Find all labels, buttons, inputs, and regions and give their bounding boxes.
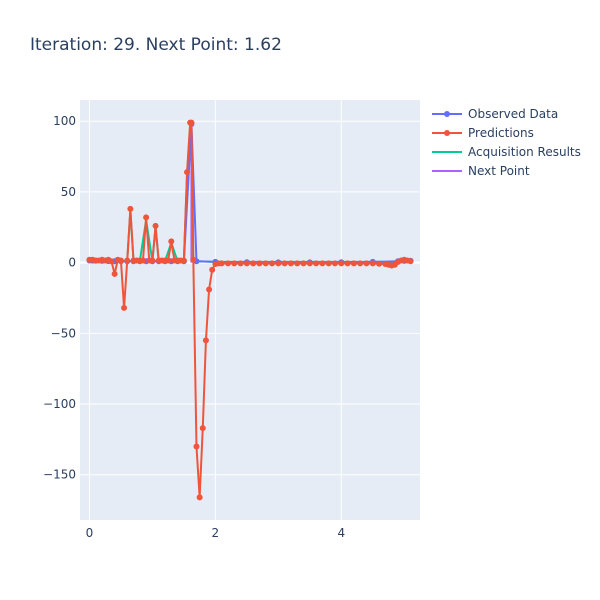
data-point-predictions — [218, 260, 225, 267]
data-point-predictions — [313, 260, 320, 267]
data-point-predictions — [376, 260, 383, 267]
legend-label: Acquisition Results — [468, 145, 581, 159]
data-point-predictions — [269, 260, 276, 267]
data-point-predictions — [143, 214, 150, 221]
data-point-predictions — [196, 494, 203, 501]
legend-swatch-marker — [444, 130, 450, 136]
data-point-predictions — [199, 425, 206, 432]
data-point-predictions — [224, 260, 231, 267]
y-tick-label: 100 — [53, 114, 76, 128]
data-point-predictions — [165, 257, 172, 264]
data-point-predictions — [237, 260, 244, 267]
plot-area — [80, 100, 420, 520]
data-point-predictions — [111, 270, 118, 277]
data-point-predictions — [357, 260, 364, 267]
data-point-predictions — [180, 257, 187, 264]
series-predictions — [86, 119, 414, 501]
data-point-predictions — [306, 260, 313, 267]
x-tick-label: 4 — [337, 526, 345, 540]
x-tick-label: 2 — [212, 526, 220, 540]
data-point-predictions — [127, 205, 134, 212]
data-point-predictions — [294, 260, 301, 267]
data-point-predictions — [139, 257, 146, 264]
data-point-predictions — [193, 443, 200, 450]
axis-ticks: 0 2 4 100 50 0 −50 −100 −150 — [43, 114, 345, 540]
legend-item-next-point[interactable]: Next Point — [432, 164, 530, 178]
legend-swatch-marker — [444, 111, 450, 117]
data-point-predictions — [275, 260, 282, 267]
data-point-predictions — [344, 260, 351, 267]
data-point-predictions — [325, 260, 332, 267]
data-point-predictions — [231, 260, 238, 267]
legend[interactable]: Observed Data Predictions Acquisition Resu… — [432, 107, 581, 178]
data-point-predictions — [124, 257, 131, 264]
data-point-predictions — [350, 260, 357, 267]
data-point-predictions — [149, 257, 156, 264]
y-tick-label: −50 — [51, 326, 76, 340]
data-point-predictions — [256, 260, 263, 267]
y-tick-label: 0 — [68, 256, 76, 270]
data-point-predictions — [108, 258, 115, 265]
legend-label: Next Point — [468, 164, 530, 178]
data-point-predictions — [338, 260, 345, 267]
data-point-predictions — [188, 119, 195, 126]
y-tick-label: −100 — [43, 397, 76, 411]
data-point-predictions — [206, 286, 213, 293]
legend-item-predictions[interactable]: Predictions — [432, 126, 534, 140]
y-tick-label: −150 — [43, 468, 76, 482]
data-point-predictions — [243, 260, 250, 267]
data-point-predictions — [168, 238, 175, 245]
data-point-predictions — [250, 260, 257, 267]
series-layer — [86, 119, 414, 501]
x-tick-label: 0 — [86, 526, 94, 540]
data-point-predictions — [117, 257, 124, 264]
legend-item-observed-data[interactable]: Observed Data — [432, 107, 558, 121]
legend-label: Observed Data — [468, 107, 558, 121]
chart-title: Iteration: 29. Next Point: 1.62 — [30, 35, 282, 55]
data-point-predictions — [407, 258, 414, 265]
legend-label: Predictions — [468, 126, 534, 140]
data-point-predictions — [202, 337, 209, 344]
data-point-predictions — [121, 304, 128, 311]
data-point-predictions — [287, 260, 294, 267]
legend-item-acquisition-results[interactable]: Acquisition Results — [432, 145, 581, 159]
data-point-predictions — [152, 222, 159, 229]
data-point-predictions — [190, 256, 197, 263]
data-point-predictions — [184, 169, 191, 176]
data-point-predictions — [332, 260, 338, 267]
data-point-predictions — [262, 260, 269, 267]
data-point-predictions — [281, 260, 288, 267]
data-point-predictions — [363, 260, 370, 267]
data-point-predictions — [369, 260, 376, 267]
data-point-predictions — [319, 260, 326, 267]
y-tick-label: 50 — [61, 185, 76, 199]
data-point-predictions — [209, 266, 216, 273]
data-point-predictions — [300, 260, 307, 267]
